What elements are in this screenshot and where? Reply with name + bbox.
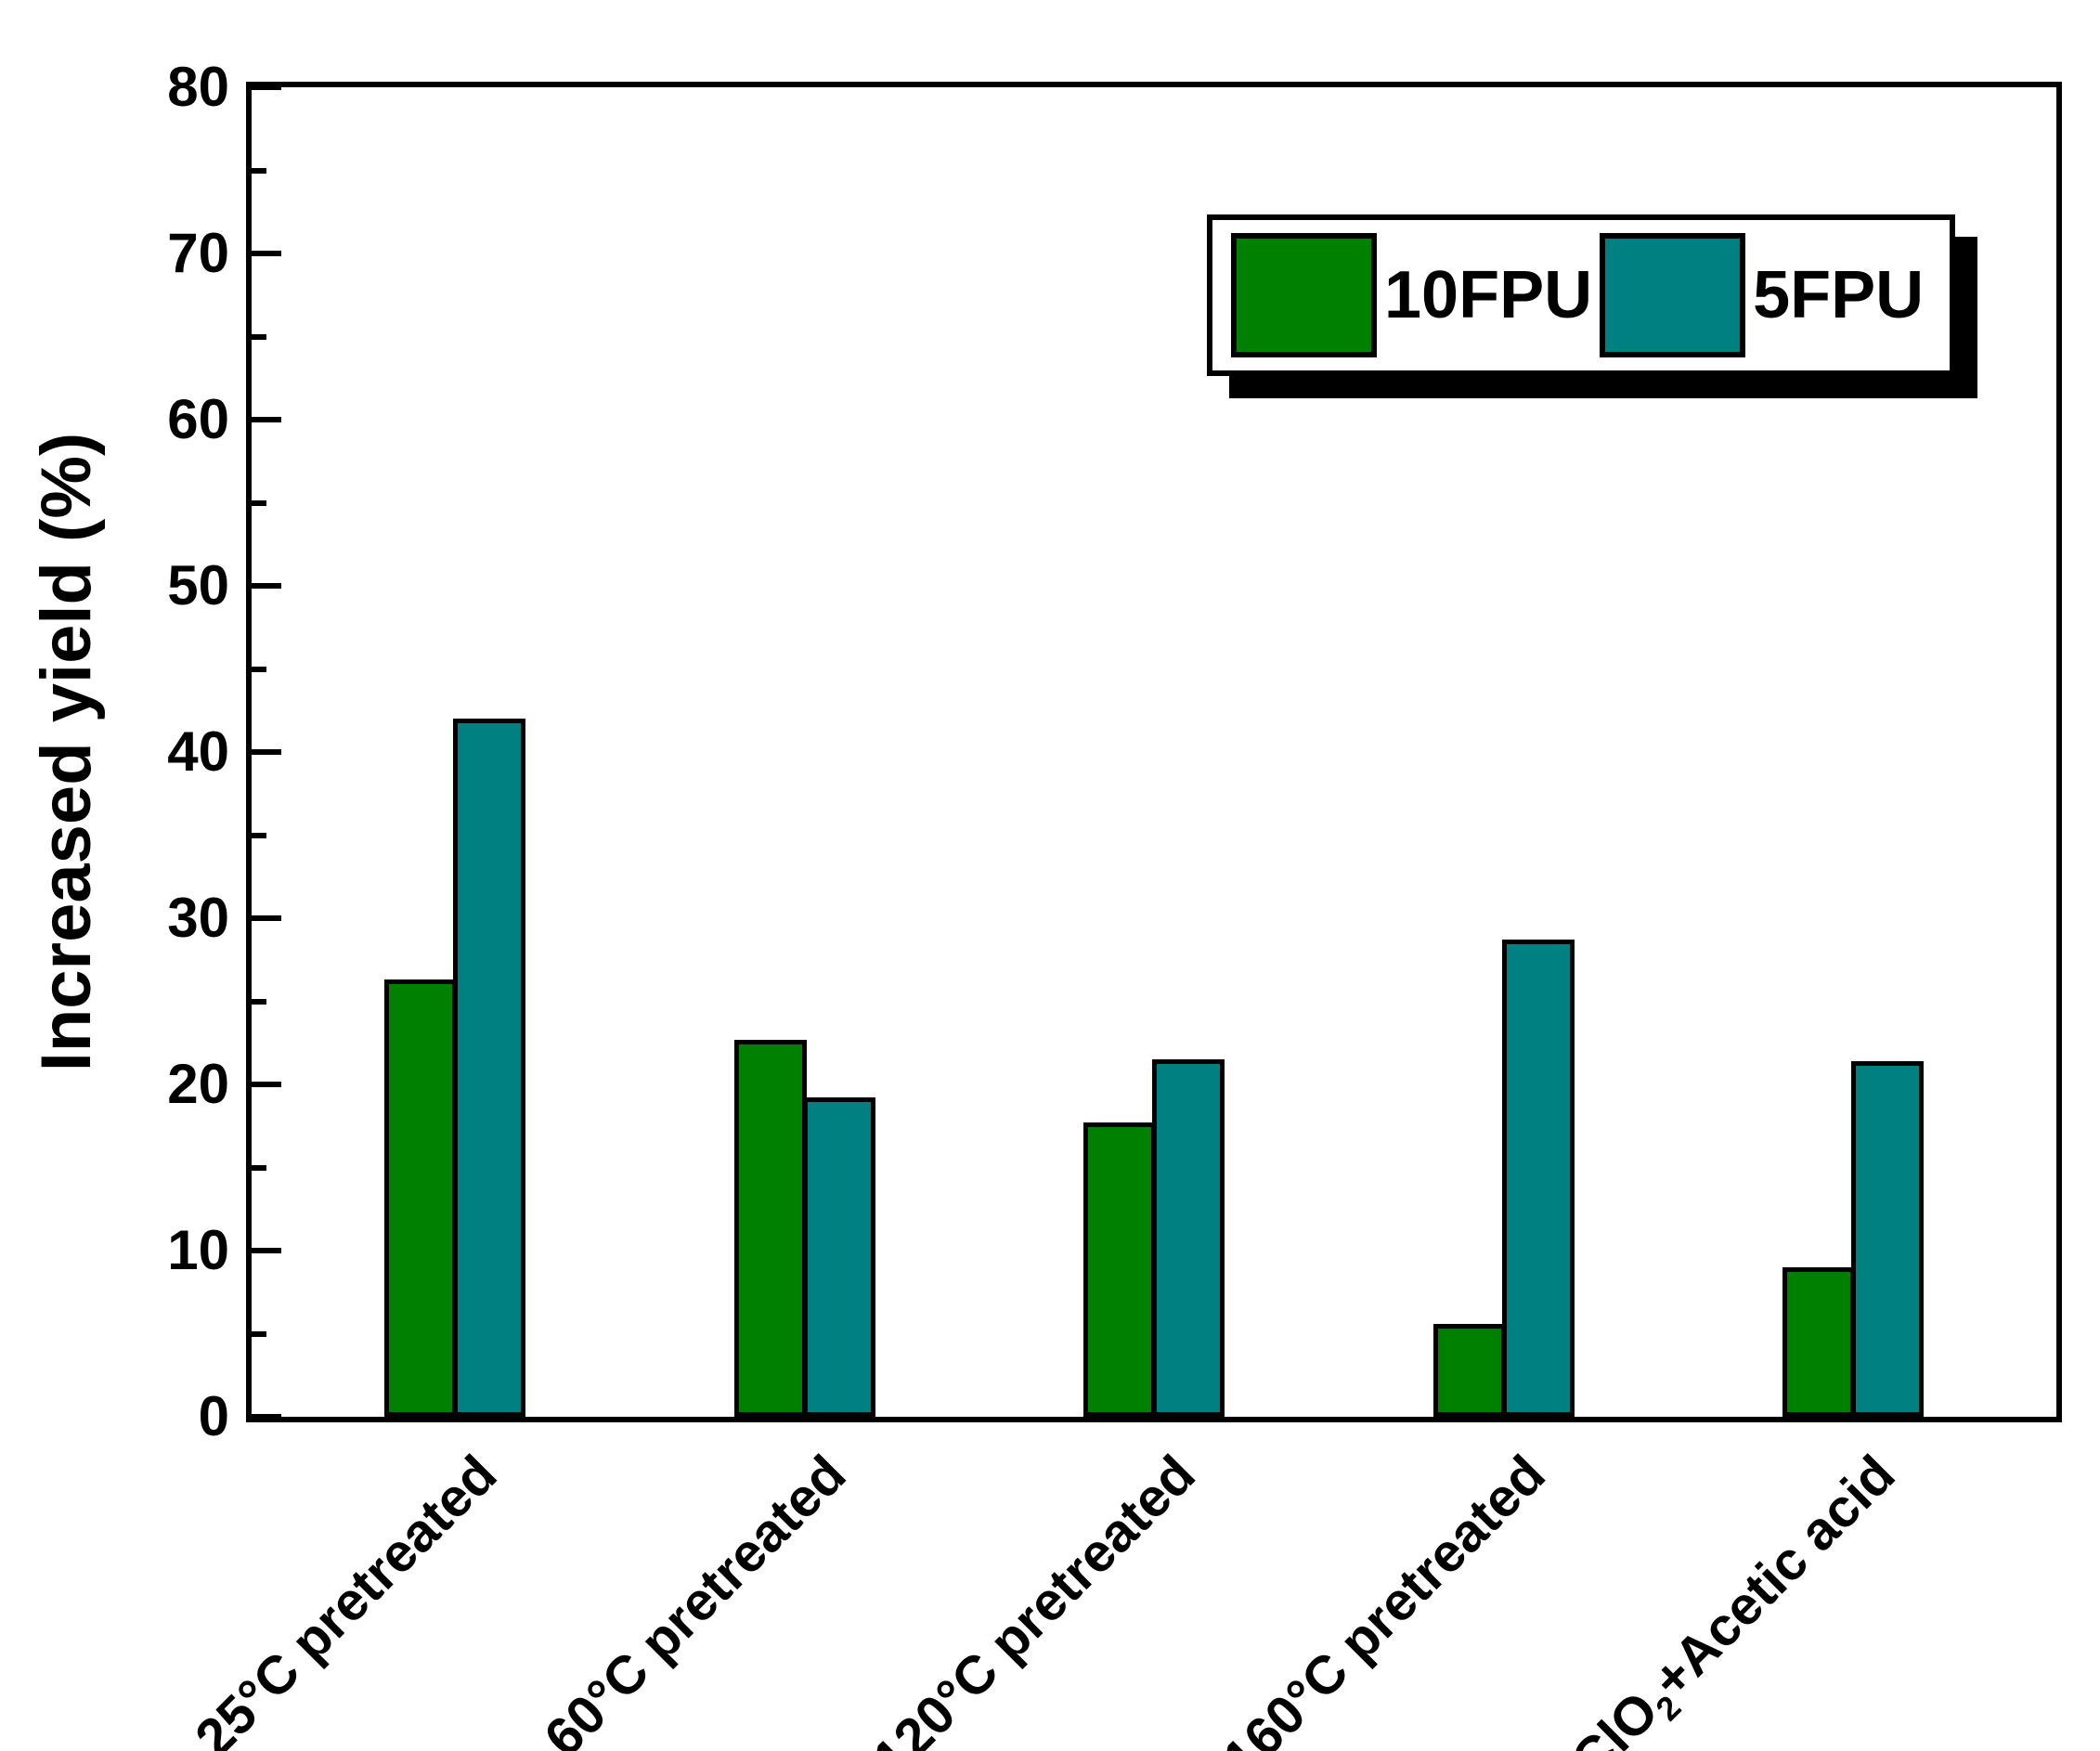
y-tick-label: 40: [167, 720, 229, 783]
legend: 10FPU 5FPU: [1207, 214, 1955, 376]
y-tick-major: [252, 1414, 281, 1420]
y-tick-minor: [252, 168, 266, 174]
legend-swatch-10fpu: [1231, 233, 1377, 357]
y-tick-minor: [252, 833, 266, 838]
y-tick-label: 10: [167, 1219, 229, 1281]
y-tick-minor: [252, 334, 266, 340]
x-category-label: 25°C pretreated: [183, 1444, 509, 1751]
y-tick-label: 30: [167, 887, 229, 949]
legend-label-5fpu: 5FPU: [1753, 258, 1925, 332]
y-tick-major: [252, 1248, 281, 1253]
bar-10fpu-group3: [1083, 1122, 1156, 1417]
y-tick-major: [252, 583, 281, 589]
x-category-label: 120°C pretreated: [861, 1444, 1208, 1751]
bar-5fpu-group3: [1152, 1059, 1225, 1417]
y-tick-major: [252, 915, 281, 921]
y-tick-label: 0: [198, 1385, 229, 1447]
y-tick-label: 20: [167, 1053, 229, 1115]
x-category-label: 60°C pretreated: [533, 1444, 858, 1751]
y-tick-label: 70: [167, 222, 229, 284]
bar-10fpu-group1: [384, 979, 457, 1417]
bar-10fpu-group5: [1782, 1267, 1855, 1417]
y-tick-minor: [252, 500, 266, 506]
bar-5fpu-group2: [803, 1097, 875, 1417]
y-tick-minor: [252, 667, 266, 672]
y-tick-major: [252, 1082, 281, 1087]
y-tick-minor: [252, 999, 266, 1005]
y-tick-major: [252, 417, 281, 422]
legend-label-10fpu: 10FPU: [1384, 258, 1593, 332]
y-tick-minor: [252, 1165, 266, 1171]
y-tick-major: [252, 84, 281, 90]
bar-5fpu-group4: [1502, 940, 1575, 1417]
bar-5fpu-group1: [453, 719, 525, 1417]
x-category-label: NaClO2+Acetic acid: [1510, 1444, 1907, 1751]
y-tick-label: 60: [167, 388, 229, 450]
y-tick-major: [252, 749, 281, 755]
x-category-label: 160°C pretreated: [1211, 1444, 1557, 1751]
y-tick-minor: [252, 1331, 266, 1337]
bar-10fpu-group2: [734, 1040, 807, 1417]
bar-5fpu-group5: [1851, 1061, 1924, 1417]
y-tick-label: 80: [167, 56, 229, 118]
legend-swatch-5fpu: [1600, 233, 1746, 357]
y-tick-label: 50: [167, 554, 229, 616]
y-tick-major: [252, 251, 281, 256]
bar-10fpu-group4: [1433, 1324, 1506, 1417]
